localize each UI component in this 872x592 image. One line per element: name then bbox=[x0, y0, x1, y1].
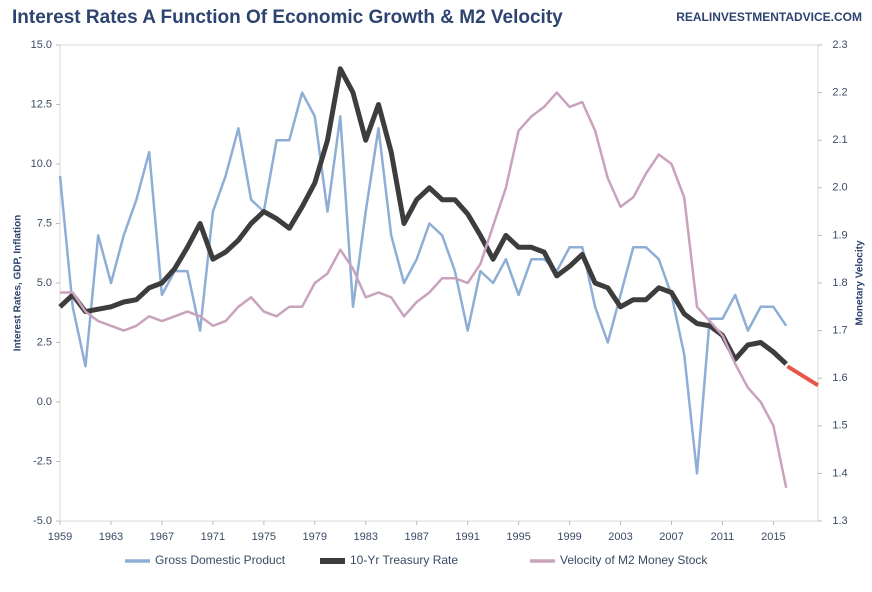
x-tick-label: 1971 bbox=[201, 531, 225, 543]
y-tick-label: 5.0 bbox=[37, 277, 52, 289]
x-tick-label: 2007 bbox=[659, 531, 683, 543]
y2-tick-label: 1.9 bbox=[832, 229, 847, 241]
y2-tick-label: 1.5 bbox=[832, 420, 847, 432]
y2-tick-label: 1.8 bbox=[832, 277, 847, 289]
y2-tick-label: 1.7 bbox=[832, 325, 847, 337]
x-tick-label: 1995 bbox=[506, 531, 530, 543]
y2-tick-label: 2.1 bbox=[832, 134, 847, 146]
legend-label: Velocity of M2 Money Stock bbox=[560, 553, 708, 567]
y-tick-label: 10.0 bbox=[31, 158, 52, 170]
chart-title: Interest Rates A Function Of Economic Gr… bbox=[12, 7, 563, 28]
y2-tick-label: 1.6 bbox=[832, 372, 847, 384]
source: REALINVESTMENTADVICE.COM bbox=[676, 10, 862, 24]
x-tick-label: 2015 bbox=[761, 531, 785, 543]
y-tick-label: 7.5 bbox=[37, 217, 52, 229]
x-tick-label: 2003 bbox=[608, 531, 632, 543]
x-tick-label: 2011 bbox=[711, 531, 735, 543]
y2-tick-label: 2.3 bbox=[832, 39, 847, 51]
x-tick-label: 1959 bbox=[48, 531, 72, 543]
y-tick-label: 12.5 bbox=[31, 98, 52, 110]
legend-label: 10-Yr Treasury Rate bbox=[350, 553, 458, 567]
y-tick-label: 0.0 bbox=[37, 396, 52, 408]
y2-tick-label: 1.3 bbox=[832, 515, 847, 527]
x-tick-label: 1963 bbox=[99, 531, 123, 543]
x-tick-label: 1991 bbox=[455, 531, 479, 543]
y-tick-label: -5.0 bbox=[33, 515, 52, 527]
x-tick-label: 1987 bbox=[404, 531, 428, 543]
x-tick-label: 1999 bbox=[557, 531, 581, 543]
series-line bbox=[58, 91, 788, 475]
y-tick-label: 15.0 bbox=[31, 39, 52, 51]
x-tick-label: 1979 bbox=[303, 531, 327, 543]
y-axis-label: Interest Rates, GDP, Inflation bbox=[13, 215, 24, 352]
x-tick-label: 1967 bbox=[150, 531, 174, 543]
y-tick-label: 2.5 bbox=[37, 336, 52, 348]
forecast-line bbox=[786, 364, 820, 388]
y2-tick-label: 2.2 bbox=[832, 87, 847, 99]
legend-label: Gross Domestic Product bbox=[155, 553, 286, 567]
x-tick-label: 1983 bbox=[354, 531, 378, 543]
y2-tick-label: 1.4 bbox=[832, 467, 847, 479]
y2-axis-label: Monetary Velocity bbox=[855, 240, 866, 325]
y-tick-label: -2.5 bbox=[33, 455, 52, 467]
series-line bbox=[60, 91, 788, 488]
series-line bbox=[58, 66, 788, 366]
x-tick-label: 1975 bbox=[252, 531, 276, 543]
y2-tick-label: 2.0 bbox=[832, 182, 847, 194]
